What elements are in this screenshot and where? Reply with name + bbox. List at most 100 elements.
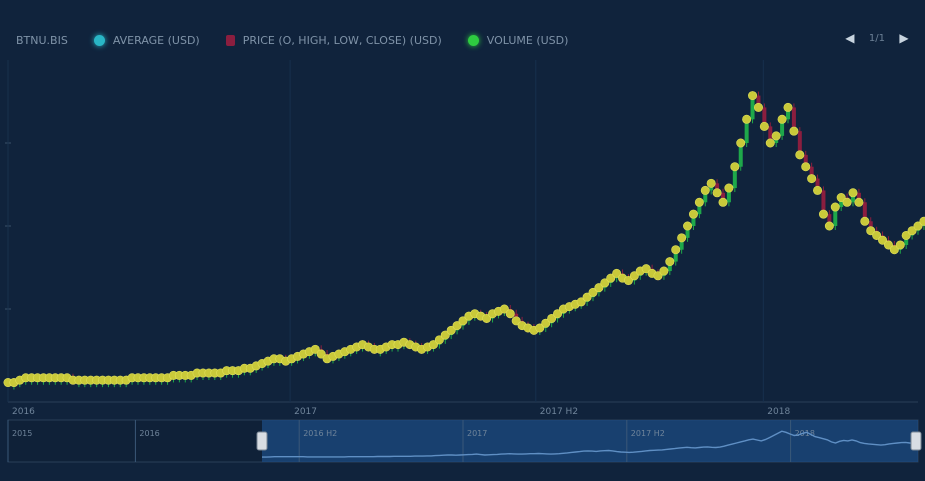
navigator-series-line — [262, 430, 919, 458]
legend-label-price: PRICE (O, HIGH, LOW, CLOSE) (USD) — [242, 33, 442, 47]
data-point[interactable] — [901, 230, 911, 240]
main-plot — [3, 91, 925, 390]
data-point[interactable] — [842, 197, 852, 207]
data-point[interactable] — [860, 216, 870, 226]
data-point[interactable] — [677, 233, 687, 243]
data-point[interactable] — [824, 221, 834, 231]
data-point[interactable] — [759, 121, 769, 131]
data-point[interactable] — [724, 183, 734, 193]
data-point[interactable] — [659, 266, 669, 276]
data-point[interactable] — [795, 150, 805, 160]
data-point[interactable] — [712, 188, 722, 198]
chevron-left-icon[interactable]: ◀ — [845, 31, 855, 45]
data-point[interactable] — [830, 202, 840, 212]
data-point[interactable] — [848, 188, 858, 198]
data-point[interactable] — [895, 240, 905, 250]
data-point[interactable] — [446, 325, 456, 335]
data-point[interactable] — [623, 276, 633, 286]
data-point[interactable] — [872, 230, 882, 240]
data-point[interactable] — [913, 221, 923, 231]
data-point[interactable] — [789, 126, 799, 136]
data-point[interactable] — [511, 316, 521, 326]
data-point[interactable] — [440, 330, 450, 340]
data-point[interactable] — [428, 340, 438, 350]
navigator-selection[interactable] — [262, 420, 918, 462]
legend-title: BTNU.BIS — [16, 33, 68, 47]
data-point[interactable] — [753, 102, 763, 112]
data-point[interactable] — [452, 321, 462, 331]
data-point[interactable] — [878, 235, 888, 245]
data-point[interactable] — [866, 226, 876, 236]
axis-layer: 2016 2017 2017 H2 2018 — [5, 60, 918, 417]
data-point[interactable] — [458, 316, 468, 326]
data-point[interactable] — [310, 344, 320, 354]
legend-item-price[interactable]: PRICE (O, HIGH, LOW, CLOSE) (USD) — [225, 33, 442, 47]
legend-label-volume: VOLUME (USD) — [486, 33, 569, 47]
data-point[interactable] — [671, 245, 681, 255]
data-point[interactable] — [801, 162, 811, 172]
legend-pager: ◀ 1/1 ▶ — [841, 29, 913, 47]
data-point[interactable] — [594, 283, 604, 293]
legend-label-average: AVERAGE (USD) — [112, 33, 200, 47]
navigator-handle-left[interactable] — [256, 431, 268, 451]
data-point[interactable] — [907, 226, 917, 236]
data-point[interactable] — [434, 335, 444, 345]
navigator-tick-label: 2017 H2 — [631, 429, 665, 438]
data-point[interactable] — [641, 264, 651, 274]
data-point[interactable] — [742, 114, 752, 124]
data-point[interactable] — [588, 287, 598, 297]
data-point[interactable] — [783, 102, 793, 112]
legend-swatch-volume — [467, 34, 479, 46]
data-point[interactable] — [499, 304, 509, 314]
data-point[interactable] — [718, 197, 728, 207]
data-point[interactable] — [606, 273, 616, 283]
legend-page-label: 1/1 — [868, 32, 885, 44]
data-point[interactable] — [736, 138, 746, 148]
data-point[interactable] — [813, 185, 823, 195]
data-point[interactable] — [777, 114, 787, 124]
navigator-tick-label: 2017 — [467, 429, 487, 438]
navigator-handle-right[interactable] — [910, 431, 922, 451]
legend-item-volume[interactable]: VOLUME (USD) — [467, 33, 569, 47]
data-point[interactable] — [547, 313, 557, 323]
data-point[interactable] — [535, 323, 545, 333]
data-point[interactable] — [653, 271, 663, 281]
data-point[interactable] — [576, 297, 586, 307]
data-point[interactable] — [706, 178, 716, 188]
data-point[interactable] — [836, 193, 846, 203]
data-point[interactable] — [582, 292, 592, 302]
data-point[interactable] — [818, 209, 828, 219]
data-point[interactable] — [553, 309, 563, 319]
data-point[interactable] — [694, 197, 704, 207]
data-point[interactable] — [883, 240, 893, 250]
data-point[interactable] — [765, 138, 775, 148]
data-point[interactable] — [854, 197, 864, 207]
legend-swatch-average — [93, 34, 105, 46]
x-tick-label: 2016 — [12, 407, 35, 417]
data-point[interactable] — [505, 309, 515, 319]
data-point[interactable] — [889, 245, 899, 255]
data-point[interactable] — [919, 216, 925, 226]
data-point[interactable] — [688, 209, 698, 219]
data-point[interactable] — [600, 278, 610, 288]
data-point[interactable] — [612, 268, 622, 278]
data-point[interactable] — [629, 271, 639, 281]
x-tick-label: 2017 — [294, 407, 317, 417]
data-point[interactable] — [482, 313, 492, 323]
data-point[interactable] — [665, 257, 675, 267]
data-point[interactable] — [771, 131, 781, 141]
chevron-right-icon[interactable]: ▶ — [899, 31, 909, 45]
data-point[interactable] — [807, 174, 817, 184]
data-point[interactable] — [700, 185, 710, 195]
data-point[interactable] — [748, 91, 758, 101]
legend-item-average[interactable]: AVERAGE (USD) — [93, 33, 200, 47]
data-point[interactable] — [730, 162, 740, 172]
data-point[interactable] — [541, 318, 551, 328]
x-tick-label: 2018 — [767, 407, 790, 417]
legend-swatch-price — [225, 34, 235, 46]
data-point[interactable] — [683, 221, 693, 231]
legend: BTNU.BIS AVERAGE (USD) PRICE (O, HIGH, L… — [16, 30, 568, 50]
data-point[interactable] — [316, 349, 326, 359]
